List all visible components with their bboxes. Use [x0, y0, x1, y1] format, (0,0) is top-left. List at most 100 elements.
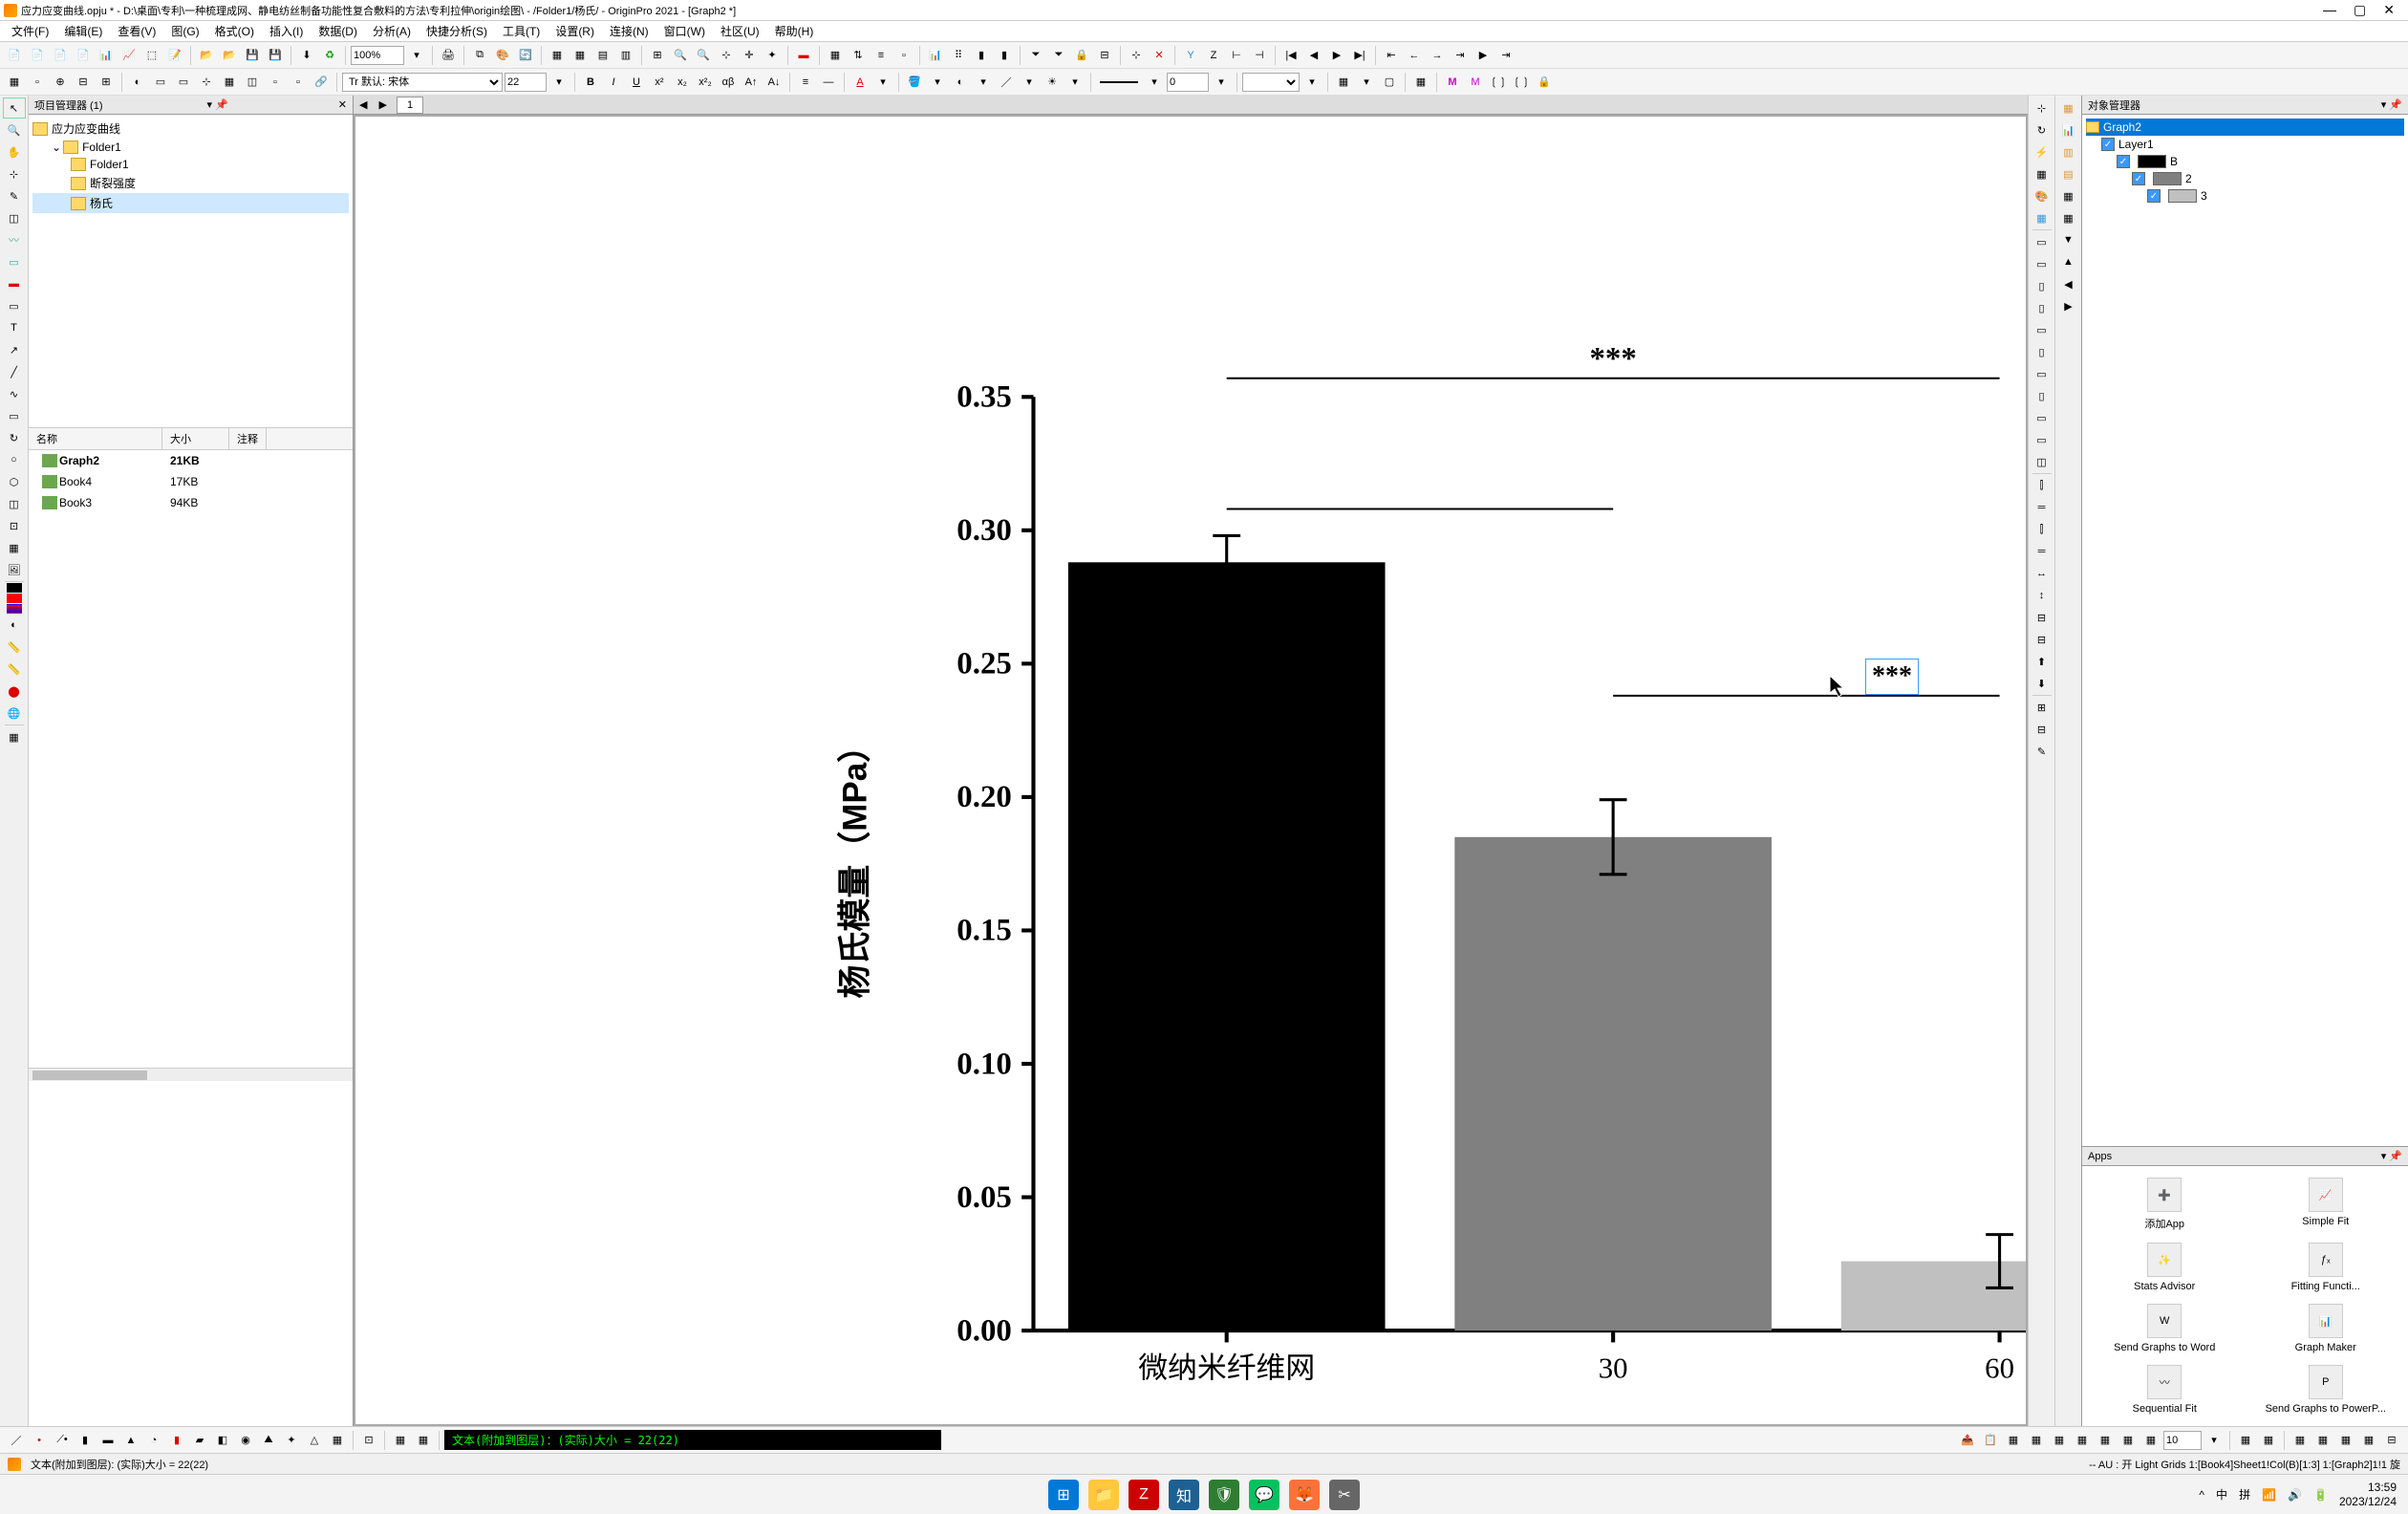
battery-icon[interactable]: 🔋: [2313, 1488, 2328, 1502]
z-axis-icon[interactable]: Z: [1203, 45, 1224, 66]
edit-icon[interactable]: ✎: [2031, 741, 2053, 762]
import-icon[interactable]: ⬇: [296, 45, 317, 66]
pointer-tool-icon[interactable]: ↖: [3, 97, 26, 119]
border-icon[interactable]: ▢: [1379, 72, 1400, 93]
new-legend-icon[interactable]: ◫: [242, 72, 263, 93]
menu-item[interactable]: 格式(O): [209, 21, 260, 41]
panel9-icon[interactable]: ▭: [2031, 407, 2053, 428]
gadget3-icon[interactable]: ▥: [2057, 141, 2080, 162]
bring-front-icon[interactable]: ⬆: [2031, 651, 2053, 672]
maximize-button[interactable]: ▢: [2354, 2, 2366, 18]
print-icon[interactable]: 🖨: [438, 45, 459, 66]
lock2-icon[interactable]: 🔒: [1534, 72, 1555, 93]
plot-area-icon[interactable]: ▲: [120, 1430, 141, 1451]
line-width-input[interactable]: [1167, 73, 1209, 92]
menu-item[interactable]: 快捷分析(S): [420, 21, 493, 41]
line-color-icon[interactable]: ／: [996, 72, 1017, 93]
extract-icon[interactable]: ▦: [825, 45, 846, 66]
add-col-icon[interactable]: ▦: [547, 45, 568, 66]
plot-ternary-icon[interactable]: △: [304, 1430, 325, 1451]
xy-scale-icon[interactable]: ⊹: [196, 72, 217, 93]
decrease-font-icon[interactable]: A↓: [763, 72, 785, 93]
align-v-icon[interactable]: ⫿: [2031, 475, 2053, 496]
tb-b13-icon[interactable]: ▦: [2358, 1430, 2379, 1451]
data-highlighter-icon[interactable]: ✦: [762, 45, 783, 66]
tick-out-icon[interactable]: ⊣: [1249, 45, 1270, 66]
first-icon[interactable]: |◀: [1280, 45, 1301, 66]
pin-icon[interactable]: ▾ 📌: [2381, 1150, 2402, 1162]
plot-bar-icon[interactable]: ▬: [97, 1430, 118, 1451]
arrow-tool-icon[interactable]: ↗: [3, 339, 26, 360]
new-workbook-icon[interactable]: 📄: [50, 45, 71, 66]
font-size-input[interactable]: [505, 73, 547, 92]
project-tree[interactable]: 应力应变曲线⌄Folder1Folder1断裂强度杨氏: [29, 115, 353, 217]
project-path-icon[interactable]: ▫: [288, 72, 309, 93]
panel3-icon[interactable]: ▯: [2031, 275, 2053, 296]
taskbar-app-icon[interactable]: ⊞: [1048, 1480, 1079, 1510]
app-item[interactable]: 📊Graph Maker: [2251, 1304, 2401, 1353]
plot-linescatter-icon[interactable]: ⟋•: [52, 1430, 73, 1451]
tab-nav-right-icon[interactable]: ▶: [373, 98, 392, 111]
polygon-tool-icon[interactable]: ⬡: [3, 471, 26, 492]
zoom-input[interactable]: [351, 46, 404, 65]
line-tool-icon[interactable]: ╱: [3, 361, 26, 382]
plot-stack-icon[interactable]: ▮: [166, 1430, 187, 1451]
new-notes-icon[interactable]: 📝: [164, 45, 185, 66]
polyline-tool-icon[interactable]: ∿: [3, 383, 26, 404]
refresh-icon[interactable]: 🔄: [515, 45, 536, 66]
object-item[interactable]: ✓3: [2086, 187, 2404, 205]
mask-tool-icon[interactable]: ▬: [3, 273, 26, 294]
zoom-dropdown-icon[interactable]: ▾: [406, 45, 427, 66]
zoom-region-icon[interactable]: ⊡: [3, 515, 26, 536]
gadget9-icon[interactable]: ◀: [2057, 273, 2080, 294]
tray-chevron-icon[interactable]: ^: [2199, 1488, 2204, 1502]
line-color-drop-icon[interactable]: ▾: [1019, 72, 1040, 93]
menu-item[interactable]: 插入(I): [264, 21, 309, 41]
add-legend-icon[interactable]: ▭: [173, 72, 194, 93]
menu-item[interactable]: 编辑(E): [58, 21, 108, 41]
col-header-size[interactable]: 大小: [162, 428, 229, 449]
offset-input[interactable]: [2163, 1431, 2202, 1450]
bar-2[interactable]: [1841, 1262, 2026, 1331]
speedmode-icon[interactable]: ⚡: [2031, 141, 2053, 162]
ime-mode[interactable]: 拼: [2239, 1486, 2250, 1503]
theme-icon[interactable]: 🎨: [2031, 185, 2053, 206]
object-item[interactable]: Graph2: [2086, 119, 2404, 136]
pin-icon[interactable]: ▾ 📌: [2381, 98, 2402, 111]
last-icon[interactable]: ▶|: [1349, 45, 1370, 66]
globe-icon[interactable]: 🌐: [3, 703, 26, 724]
volume-icon[interactable]: 🔊: [2288, 1488, 2302, 1502]
rotate-icon[interactable]: ↻: [3, 427, 26, 448]
panel10-icon[interactable]: ▭: [2031, 429, 2053, 450]
tb-b10-icon[interactable]: ▦: [2290, 1430, 2311, 1451]
app-item[interactable]: 〰Sequential Fit: [2090, 1365, 2240, 1415]
increase-font-icon[interactable]: A↑: [741, 72, 762, 93]
bubble-icon[interactable]: ⬤: [3, 681, 26, 702]
offset-drop-icon[interactable]: ▾: [2204, 1430, 2225, 1451]
ungroup-icon[interactable]: ⊟: [2031, 719, 2053, 740]
data-selector-icon[interactable]: ◫: [3, 207, 26, 228]
dist-h-icon[interactable]: ═: [2031, 541, 2053, 562]
region-icon[interactable]: ▭: [3, 251, 26, 272]
export-graph-icon[interactable]: 📤: [1957, 1430, 1978, 1451]
line-style-drop-icon[interactable]: ▾: [1144, 72, 1165, 93]
restore-window-icon[interactable]: ⊡: [358, 1430, 379, 1451]
date-stamp-icon[interactable]: ▫: [265, 72, 286, 93]
gadget2-icon[interactable]: 📊: [2057, 119, 2080, 141]
colormap-icon[interactable]: ▦: [219, 72, 240, 93]
tb-b11-icon[interactable]: ▦: [2312, 1430, 2333, 1451]
menu-item[interactable]: 图(G): [165, 21, 204, 41]
table-icon[interactable]: ▦: [1410, 72, 1431, 93]
m2-icon[interactable]: M: [1465, 72, 1486, 93]
panel4-icon[interactable]: ▯: [2031, 297, 2053, 318]
add-layer-icon[interactable]: ⊕: [50, 72, 71, 93]
ruler2-icon[interactable]: 📏: [3, 659, 26, 680]
data-reader-icon[interactable]: ⊹: [716, 45, 737, 66]
m-icon[interactable]: M: [1442, 72, 1463, 93]
col-scatter-icon[interactable]: ⠿: [948, 45, 969, 66]
lighting-drop-icon[interactable]: ▾: [1064, 72, 1086, 93]
panel-close-icon[interactable]: ✕: [338, 98, 347, 111]
copy-graph-icon[interactable]: 📋: [1980, 1430, 2001, 1451]
font-color-drop-icon[interactable]: ▾: [872, 72, 893, 93]
taskbar-app-icon[interactable]: Z: [1129, 1480, 1159, 1510]
